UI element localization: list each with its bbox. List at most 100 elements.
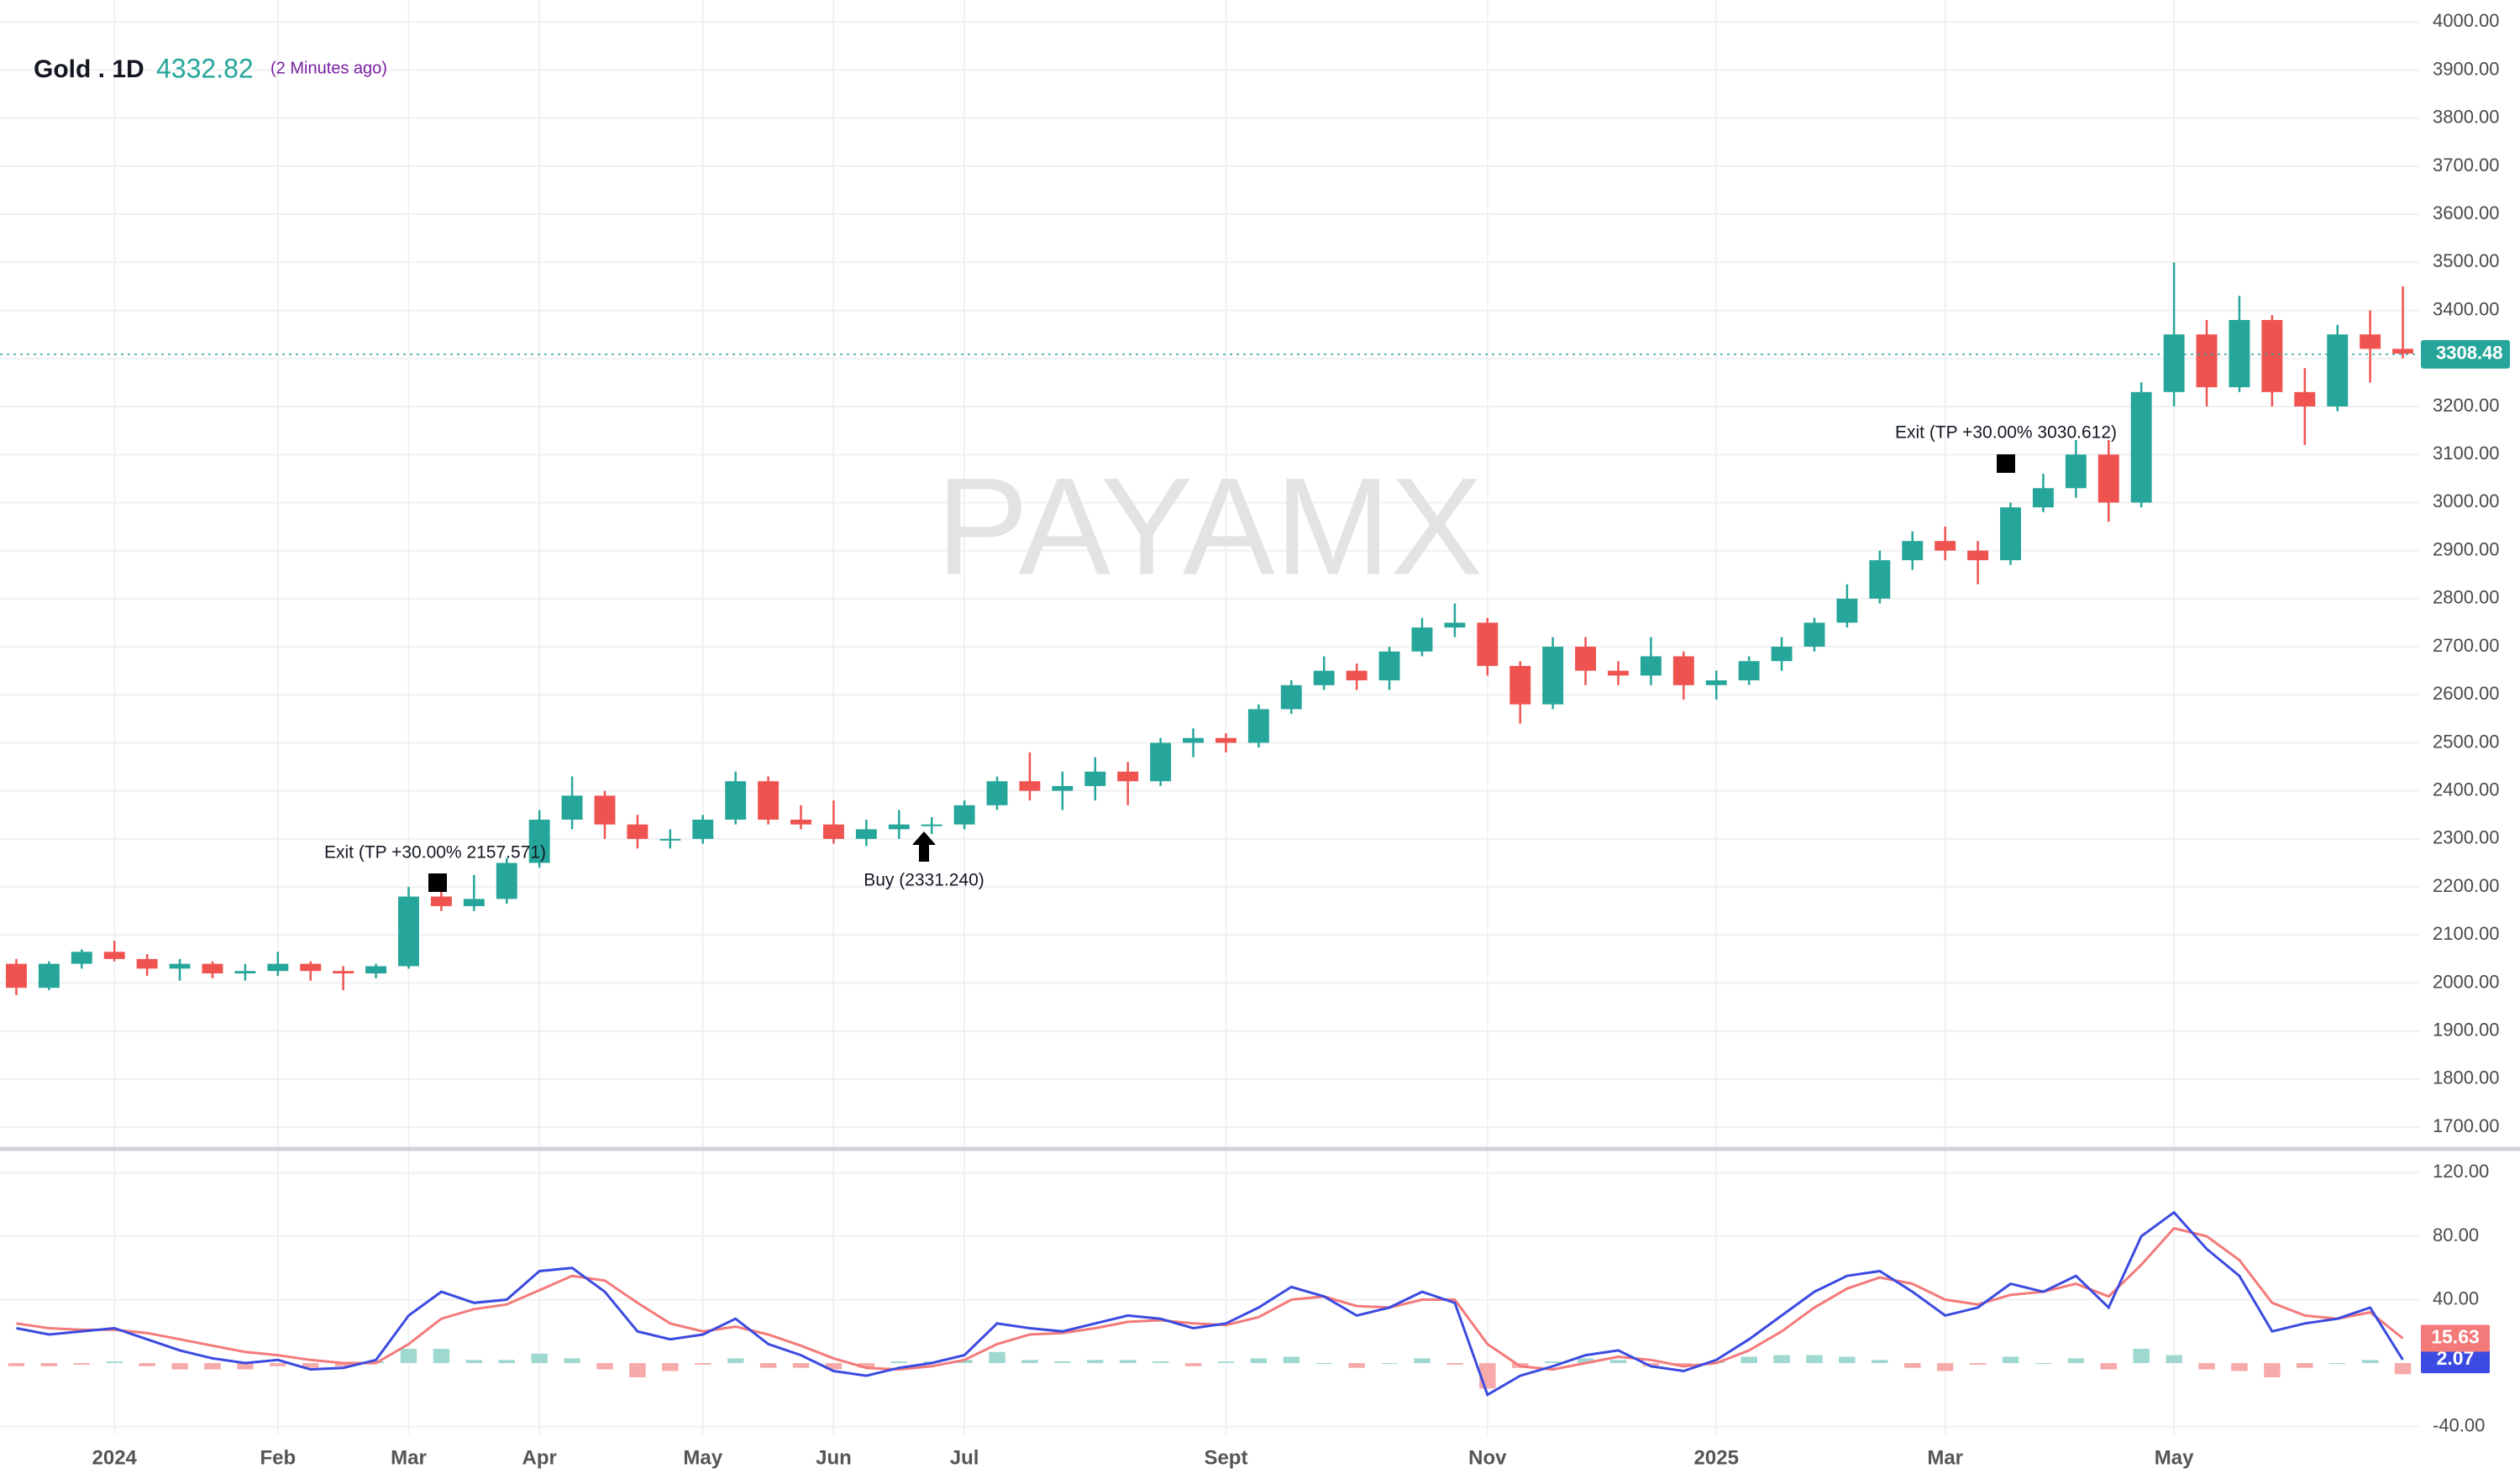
annotation: Exit (TP +30.00% 3030.612): [1895, 423, 2117, 443]
histogram-bar: [727, 1358, 744, 1364]
histogram-bar: [1609, 1360, 1627, 1364]
histogram-bar: [1381, 1363, 1398, 1365]
candle-body: [692, 819, 714, 839]
histogram-bar: [2328, 1363, 2346, 1365]
candle-body: [1836, 598, 1858, 623]
candle-body: [2163, 334, 2185, 392]
candle-body: [1672, 656, 1694, 685]
x-tick-label: Sept: [1204, 1446, 1247, 1469]
candle-body: [1935, 541, 1956, 551]
y-tick-label: 40.00: [2433, 1287, 2479, 1308]
histogram-bar: [1414, 1358, 1431, 1364]
header-price: 4332.82: [156, 53, 254, 83]
candle-body: [1869, 560, 1891, 599]
value-tag-label: 15.63: [2431, 1326, 2480, 1348]
histogram-bar: [629, 1363, 646, 1378]
candle-body: [1346, 670, 1368, 681]
histogram-bar: [270, 1363, 286, 1366]
histogram-bar: [400, 1349, 417, 1364]
y-tick-label: 2800.00: [2433, 587, 2500, 608]
value-tag: [2421, 1324, 2490, 1352]
histogram-bar: [596, 1363, 613, 1370]
candle-body: [855, 829, 877, 839]
x-tick-label: Nov: [1468, 1446, 1507, 1469]
histogram-bar: [1872, 1360, 1888, 1364]
candle-body: [1117, 771, 1139, 782]
y-tick-label: 2900.00: [2433, 538, 2500, 559]
candle-body: [300, 963, 322, 972]
histogram-bar: [1839, 1356, 1856, 1364]
exit-marker: [428, 873, 447, 892]
histogram-bar: [73, 1363, 91, 1365]
y-tick-label: 2300.00: [2433, 827, 2500, 848]
candle-body: [561, 795, 583, 820]
candle-body: [2097, 454, 2119, 503]
y-tick-label: 3600.00: [2433, 202, 2500, 223]
histogram-bar: [1904, 1363, 1921, 1368]
histogram-bar: [759, 1363, 777, 1368]
y-tick-label: 3800.00: [2433, 107, 2500, 128]
candle-body: [6, 963, 27, 988]
y-tick-label: 3900.00: [2433, 58, 2500, 79]
y-tick-label: 3000.00: [2433, 490, 2500, 511]
y-tick-label: 1900.00: [2433, 1020, 2500, 1041]
candle-body: [659, 838, 681, 841]
candle-body: [2130, 391, 2152, 503]
y-tick-label: 2400.00: [2433, 779, 2500, 800]
candle-body: [725, 781, 747, 820]
histogram-bar: [1250, 1358, 1268, 1364]
candle-body: [758, 781, 780, 820]
histogram-bar: [498, 1360, 515, 1364]
histogram-bar: [302, 1363, 319, 1368]
candle-body: [2392, 349, 2413, 354]
candle-body: [1738, 661, 1760, 681]
histogram-bar: [433, 1349, 450, 1364]
candle-body: [1967, 550, 1989, 561]
candle-body: [71, 952, 92, 964]
candle-body: [1150, 742, 1172, 782]
histogram-bar: [1936, 1363, 1954, 1371]
y-tick-label: 3700.00: [2433, 155, 2500, 176]
x-tick-label: May: [683, 1446, 722, 1469]
y-tick-label: 4000.00: [2433, 10, 2500, 31]
candle-body: [1378, 651, 1400, 681]
histogram-bar: [825, 1363, 843, 1370]
candle-body: [267, 963, 289, 972]
candle-body: [1052, 785, 1074, 791]
buy-arrow: [912, 831, 936, 862]
y-tick-label: 2600.00: [2433, 683, 2500, 704]
candle-body: [921, 824, 942, 826]
histogram-bar: [1184, 1363, 1202, 1366]
histogram-bar: [204, 1363, 221, 1370]
candle-body: [1215, 737, 1236, 743]
candle-body: [202, 963, 223, 974]
y-tick-label: 2000.00: [2433, 971, 2500, 992]
candle-body: [986, 781, 1008, 805]
histogram-bar: [956, 1360, 973, 1364]
candle-body: [888, 824, 910, 830]
annotation: Exit (TP +30.00% 2157.571): [324, 843, 546, 863]
y-tick-label: 120.00: [2433, 1161, 2489, 1182]
histogram-bar: [2034, 1363, 2052, 1365]
candle-body: [2065, 454, 2087, 489]
x-tick-label: 2024: [92, 1446, 138, 1469]
x-tick-label: Feb: [260, 1446, 296, 1469]
y-tick-label: 3200.00: [2433, 395, 2500, 416]
candle-body: [1608, 670, 1629, 676]
candle-body: [103, 952, 125, 959]
y-tick-label: -40.00: [2433, 1414, 2485, 1435]
histogram-bar: [237, 1363, 254, 1370]
histogram-bar: [2002, 1356, 2019, 1364]
histogram-bar: [1315, 1363, 1332, 1365]
marks: [6, 262, 2413, 1397]
x-tick-label: May: [2155, 1446, 2194, 1469]
candle-body: [1575, 647, 1597, 671]
candle-body: [1411, 627, 1433, 652]
histogram-bar: [989, 1351, 1005, 1364]
y-tick-label: 2200.00: [2433, 875, 2500, 896]
candle-body: [430, 896, 452, 906]
histogram-bar: [890, 1361, 907, 1364]
candle-body: [1509, 665, 1531, 705]
histogram-bar: [1152, 1361, 1169, 1364]
histogram-bar: [531, 1353, 548, 1364]
